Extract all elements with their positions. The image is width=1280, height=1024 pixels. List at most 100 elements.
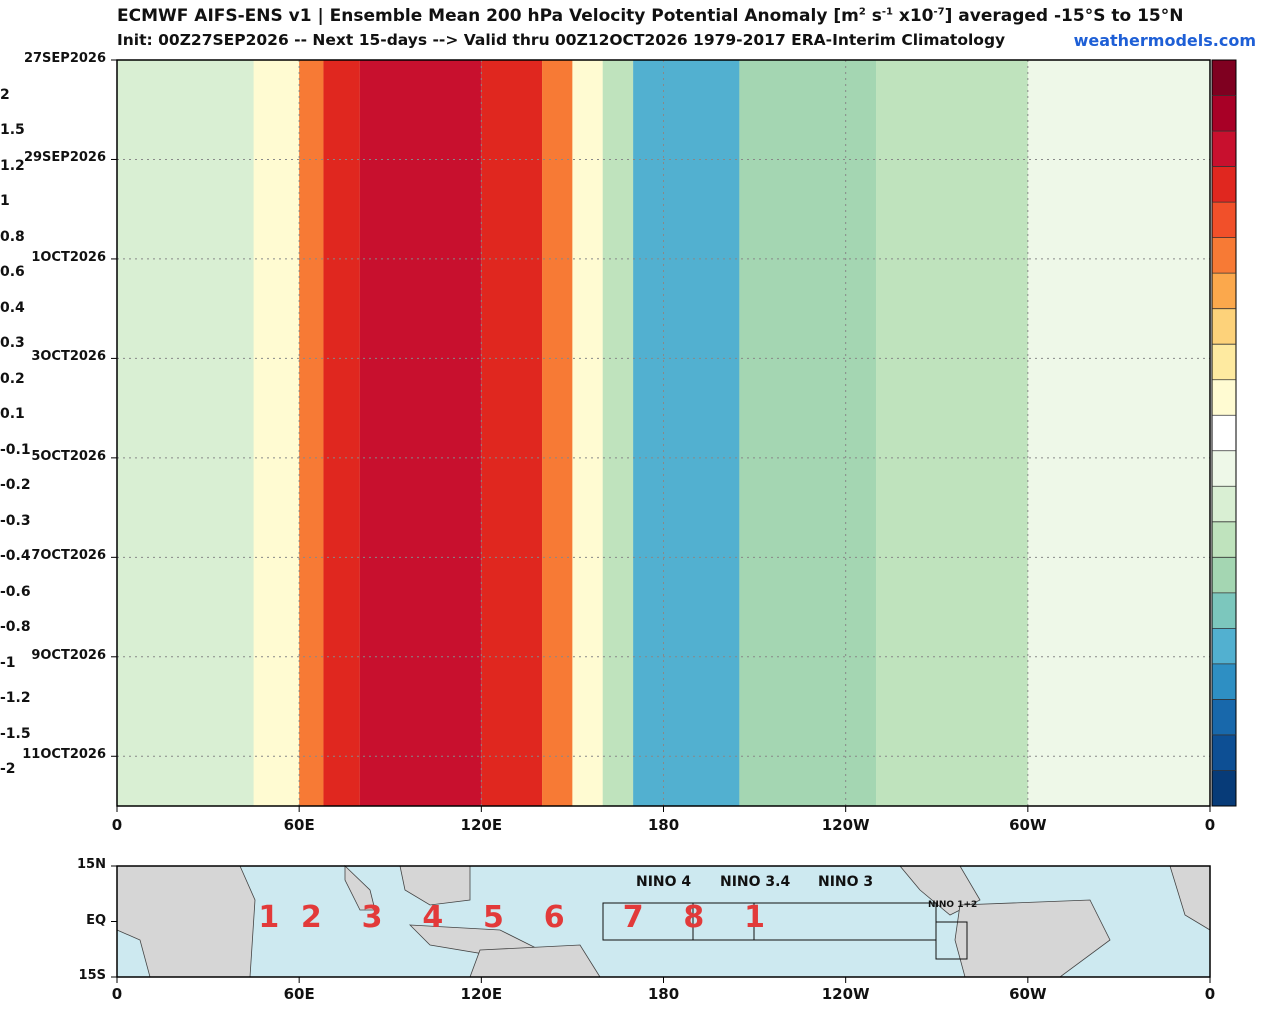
colorbar-label-1: 1.5 <box>0 122 25 139</box>
heatmap-band-3 <box>323 60 360 806</box>
map-y-tick-label-1: EQ <box>86 912 106 928</box>
heatmap-frame <box>116 59 1211 807</box>
colorbar-swatch-0 <box>1212 60 1236 97</box>
colorbar-frame <box>1211 59 1237 807</box>
colorbar-swatch-10 <box>1212 415 1236 452</box>
x-tick-label-3: 180 <box>647 816 680 834</box>
chart-title: ECMWF AIFS-ENS v1 | Ensemble Mean 200 hP… <box>117 6 1184 26</box>
colorbar-swatch-4 <box>1212 202 1236 239</box>
heatmap-band-10 <box>739 60 877 806</box>
x-tick-label-0: 0 <box>111 816 123 834</box>
phase-region-2: 3 <box>361 900 383 935</box>
colorbar-swatch-19 <box>1212 734 1236 771</box>
colorbar-label-15: -0.8 <box>0 619 31 636</box>
colorbar-label-8: 0.2 <box>0 370 25 387</box>
map-x-tick-label-1: 60E <box>283 985 315 1003</box>
x-tick-label-2: 120E <box>460 816 503 834</box>
y-tick-label-4: 5OCT2026 <box>31 448 106 464</box>
map-x-tick-label-4: 120W <box>821 985 870 1003</box>
colorbar-swatch-7 <box>1212 308 1236 345</box>
colorbar-label-19: -2 <box>0 761 16 778</box>
colorbar-label-17: -1.2 <box>0 690 31 707</box>
phase-region-0: 1 <box>258 900 280 935</box>
colorbar-label-6: 0.4 <box>0 299 25 316</box>
nino-label-0: NINO 4 <box>636 874 692 890</box>
chart-subtitle: Init: 00Z27SEP2026 -- Next 15-days --> V… <box>117 31 1006 49</box>
y-tick-label-1: 29SEP2026 <box>23 150 106 166</box>
colorbar-swatch-2 <box>1212 131 1236 168</box>
y-tick-label-2: 1OCT2026 <box>31 249 106 265</box>
map-y-tick-label-0: 15N <box>77 857 106 872</box>
x-tick-label-4: 120W <box>821 816 870 834</box>
heatmap-band-2 <box>299 60 324 806</box>
phase-region-6: 7 <box>622 900 644 935</box>
heatmap-band-12 <box>1027 60 1210 806</box>
phase-region-1: 2 <box>300 900 322 935</box>
colorbar-swatch-8 <box>1212 344 1236 381</box>
colorbar-swatch-13 <box>1212 521 1236 558</box>
map-x-tick-label-0: 0 <box>111 985 123 1003</box>
colorbar-swatch-17 <box>1212 663 1236 700</box>
colorbar-swatch-18 <box>1212 699 1236 736</box>
map-y-tick-label-2: 15S <box>78 968 106 983</box>
colorbar-label-4: 0.8 <box>0 228 25 245</box>
y-tick-label-6: 9OCT2026 <box>31 647 106 663</box>
colorbar-label-3: 1 <box>0 193 10 210</box>
y-tick-label-7: 11OCT2026 <box>22 747 106 763</box>
heatmap-band-4 <box>359 60 482 806</box>
credit-link[interactable]: weathermodels.com <box>1073 31 1256 50</box>
colorbar-swatch-15 <box>1212 592 1236 629</box>
x-tick-label-1: 60E <box>283 816 315 834</box>
colorbar-swatch-14 <box>1212 557 1236 594</box>
colorbar-swatch-6 <box>1212 273 1236 310</box>
colorbar-swatch-12 <box>1212 486 1236 523</box>
map-x-tick-label-3: 180 <box>647 985 680 1003</box>
colorbar-swatch-5 <box>1212 237 1236 274</box>
x-tick-label-6: 0 <box>1204 816 1216 834</box>
y-tick-label-0: 27SEP2026 <box>23 51 106 66</box>
colorbar-label-0: 2 <box>0 86 10 103</box>
y-tick-label-3: 3OCT2026 <box>31 349 106 365</box>
nino-label-1: NINO 3.4 <box>720 874 791 890</box>
map-x-tick-label-5: 60W <box>1009 985 1047 1003</box>
india-land <box>344 865 376 911</box>
colorbar-label-12: -0.3 <box>0 512 31 529</box>
x-tick-label-5: 60W <box>1009 816 1047 834</box>
phase-region-3: 4 <box>422 900 444 935</box>
colorbar-label-10: -0.1 <box>0 441 31 458</box>
colorbar-swatch-9 <box>1212 379 1236 416</box>
colorbar-swatch-16 <box>1212 628 1236 665</box>
phase-region-8: 1 <box>744 900 766 935</box>
colorbar-swatch-20 <box>1212 770 1236 807</box>
heatmap-band-9 <box>633 60 740 806</box>
map-x-tick-label-6: 0 <box>1204 985 1216 1003</box>
heatmap-band-11 <box>876 60 1028 806</box>
colorbar-label-13: -0.4 <box>0 548 31 565</box>
heatmap-band-6 <box>542 60 573 806</box>
colorbar-label-14: -0.6 <box>0 583 31 600</box>
colorbar-label-7: 0.3 <box>0 335 25 352</box>
colorbar-label-5: 0.6 <box>0 264 25 281</box>
colorbar-label-2: 1.2 <box>0 157 25 174</box>
phase-region-7: 8 <box>683 900 705 935</box>
australia-land <box>469 944 601 978</box>
y-tick-label-5: 7OCT2026 <box>31 548 106 564</box>
heatmap-band-7 <box>572 60 603 806</box>
phase-region-4: 5 <box>483 900 504 935</box>
map-x-tick-label-2: 120E <box>460 985 503 1003</box>
heatmap-band-5 <box>481 60 543 806</box>
nino-label-2: NINO 3 <box>818 874 874 890</box>
heatmap-band-0 <box>117 60 254 806</box>
heatmap-band-1 <box>253 60 300 806</box>
heatmap-band-8 <box>602 60 634 806</box>
nino-label-3: NINO 1+2 <box>928 900 978 910</box>
colorbar-label-11: -0.2 <box>0 477 31 494</box>
nino12-box <box>935 921 968 960</box>
phase-region-5: 6 <box>543 900 565 935</box>
colorbar-label-9: 0.1 <box>0 406 25 423</box>
colorbar-label-16: -1 <box>0 654 16 671</box>
colorbar-swatch-3 <box>1212 166 1236 203</box>
colorbar-swatch-11 <box>1212 450 1236 487</box>
colorbar-label-18: -1.5 <box>0 725 31 742</box>
